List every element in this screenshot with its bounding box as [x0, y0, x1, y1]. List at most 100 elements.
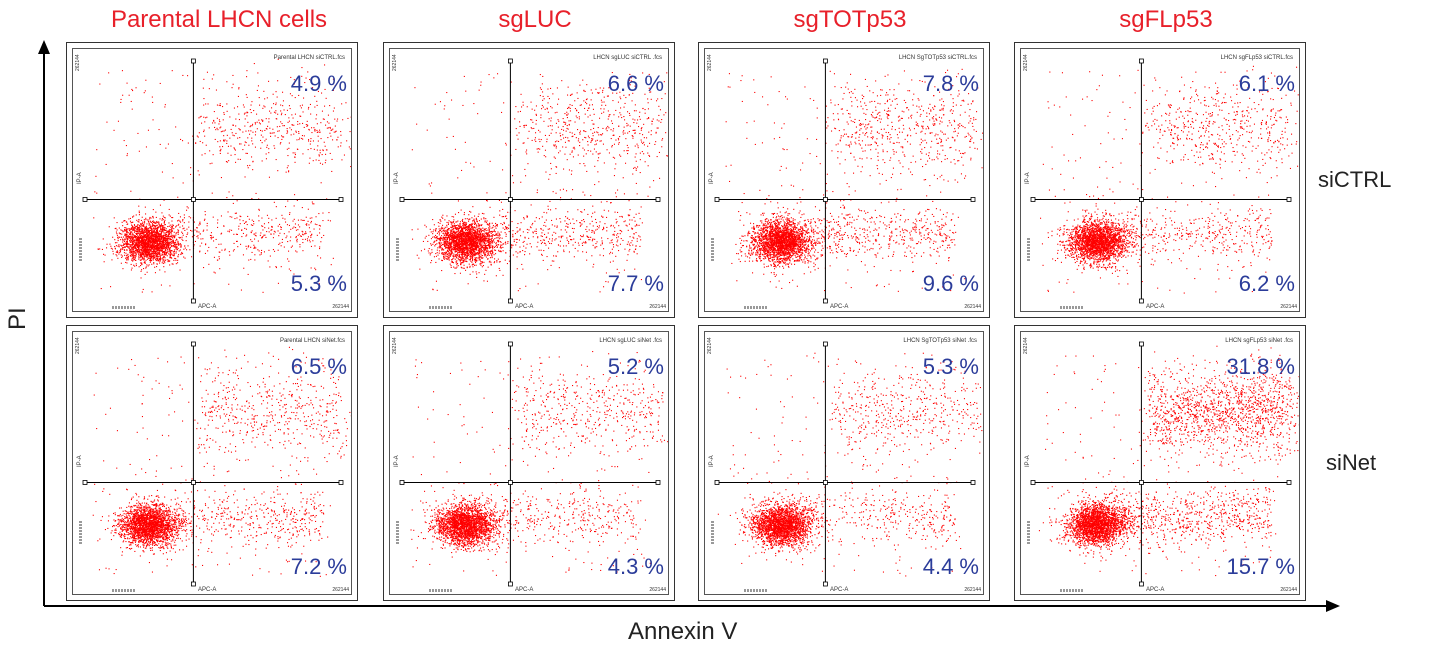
y-max-tick: 262144 [75, 337, 81, 354]
gate-handle [508, 480, 513, 485]
lower-right-percent: 15.7 % [1227, 554, 1296, 580]
gate-handle [655, 480, 661, 485]
fcs-filename: LHCN SgTOTp53 siCTRL.fcs [899, 55, 977, 61]
upper-right-percent: 4.9 % [291, 71, 347, 97]
plot-area: LHCN SgTOTp53 siCTRL.fcs 7.8 % 9.6 % APC-A I… [704, 48, 984, 312]
panel-y-label: IP-A [709, 172, 715, 184]
fcs-filename: LHCN sgLUC siCTRL .fcs [593, 55, 662, 61]
y-max-tick: 262144 [392, 54, 398, 71]
gate-handle [823, 298, 828, 304]
flow-panel: LHCN SgTOTp53 siCTRL.fcs 7.8 % 9.6 % APC-A I… [698, 42, 990, 318]
gate-handle [1286, 197, 1292, 202]
gate-handle [714, 197, 720, 202]
column-title-sgluc: sgLUC [385, 6, 685, 34]
panel-x-label: APC-A [198, 587, 216, 593]
flow-panel: Parental LHCN siNet.fcs 6.5 % 7.2 % APC-A IP… [66, 325, 358, 601]
lower-right-percent: 9.6 % [923, 271, 979, 297]
gate-handle [338, 480, 344, 485]
gate-handle [508, 581, 513, 587]
fcs-filename: LHCN sgFLp53 siCTRL.fcs [1221, 55, 1293, 61]
panel-x-label: APC-A [515, 304, 533, 310]
lower-right-percent: 7.7 % [608, 271, 664, 297]
gate-handle [508, 197, 513, 202]
panel-x-label: APC-A [1146, 304, 1164, 310]
panel-y-label: IP-A [1025, 172, 1031, 184]
plot-area: LHCN SgTOTp53 siNet .fcs 5.3 % 4.4 % APC-A I… [704, 331, 984, 595]
gate-handle [1030, 480, 1036, 485]
gate-handle [1286, 480, 1292, 485]
scatter-svg [1027, 341, 1299, 592]
upper-right-percent: 7.8 % [923, 71, 979, 97]
flow-panel: LHCN sgFLp53 siCTRL.fcs 6.1 % 6.2 % APC-A IP… [1014, 42, 1306, 318]
gate-handle [191, 58, 196, 64]
gate-handle [714, 480, 720, 485]
panel-x-label: APC-A [1146, 587, 1164, 593]
scatter-svg [711, 58, 983, 309]
gate-handle [82, 197, 88, 202]
plot-area: Parental LHCN siNet.fcs 6.5 % 7.2 % APC-A IP… [72, 331, 352, 595]
upper-right-percent: 6.5 % [291, 354, 347, 380]
x-max-tick: 262144 [332, 304, 349, 310]
flow-panel: LHCN sgLUC siCTRL .fcs 6.6 % 7.7 % APC-A IP-… [383, 42, 675, 318]
column-title-sgtotp53: sgTOTp53 [700, 6, 1000, 34]
x-max-tick: 262144 [1280, 587, 1297, 593]
panel-x-label: APC-A [830, 304, 848, 310]
row-label-sinet: siNet [1326, 450, 1376, 476]
panel-y-label: IP-A [77, 172, 83, 184]
gate-handle [823, 197, 828, 202]
lower-right-percent: 4.4 % [923, 554, 979, 580]
x-max-tick: 262144 [1280, 304, 1297, 310]
gate-handle [191, 581, 196, 587]
cell-events [1038, 345, 1299, 577]
upper-right-percent: 5.3 % [923, 354, 979, 380]
gate-handle [970, 480, 976, 485]
x-max-tick: 262144 [649, 304, 666, 310]
upper-right-percent: 5.2 % [608, 354, 664, 380]
y-max-tick: 262144 [392, 337, 398, 354]
y-axis-title: PI [4, 307, 32, 330]
gate-handle [823, 58, 828, 64]
gate-handle [191, 197, 196, 202]
plot-area: LHCN sgFLp53 siNet .fcs 31.8 % 15.7 % APC-A… [1020, 331, 1300, 595]
y-axis-arrow [38, 40, 50, 54]
panel-y-label: IP-A [394, 172, 400, 184]
gate-handle [338, 197, 344, 202]
fcs-filename: Parental LHCN siNet.fcs [280, 338, 345, 344]
column-title-parental: Parental LHCN cells [69, 6, 369, 34]
y-max-tick: 262144 [707, 54, 713, 71]
cell-events [92, 346, 351, 577]
lower-right-percent: 6.2 % [1239, 271, 1295, 297]
panel-y-label: IP-A [1025, 455, 1031, 467]
gate-handle [1139, 58, 1144, 64]
x-axis-arrow [1326, 600, 1340, 612]
gate-handle [191, 480, 196, 485]
upper-right-percent: 6.1 % [1239, 71, 1295, 97]
flow-panel: LHCN sgLUC siNet .fcs 5.2 % 4.3 % APC-A IP-A… [383, 325, 675, 601]
flow-panel: LHCN sgFLp53 siNet .fcs 31.8 % 15.7 % APC-A… [1014, 325, 1306, 601]
cell-events [1040, 65, 1299, 294]
panel-x-label: APC-A [198, 304, 216, 310]
cell-events [717, 352, 983, 577]
panel-y-label: IP-A [77, 455, 83, 467]
gate-handle [399, 197, 405, 202]
gate-handle [823, 581, 828, 587]
plot-area: Parental LHCN siCTRL.fcs 4.9 % 5.3 % APC-A I… [72, 48, 352, 312]
gate-handle [399, 480, 405, 485]
cell-events [725, 68, 983, 292]
gate-handle [970, 197, 976, 202]
gate-handle [1139, 581, 1144, 587]
plot-area: LHCN sgFLp53 siCTRL.fcs 6.1 % 6.2 % APC-A IP… [1020, 48, 1300, 312]
upper-right-percent: 6.6 % [608, 71, 664, 97]
scatter-svg [396, 58, 668, 309]
gate-handle [508, 58, 513, 64]
flow-panel: Parental LHCN siCTRL.fcs 4.9 % 5.3 % APC-A I… [66, 42, 358, 318]
scatter-svg [1027, 58, 1299, 309]
panel-x-label: APC-A [515, 587, 533, 593]
y-max-tick: 262144 [1023, 54, 1029, 71]
row-label-sictrl: siCTRL [1318, 167, 1391, 193]
fcs-filename: Parental LHCN siCTRL.fcs [274, 55, 345, 61]
x-max-tick: 262144 [964, 587, 981, 593]
y-max-tick: 262144 [75, 54, 81, 71]
panel-y-label: IP-A [394, 455, 400, 467]
x-max-tick: 262144 [332, 587, 349, 593]
